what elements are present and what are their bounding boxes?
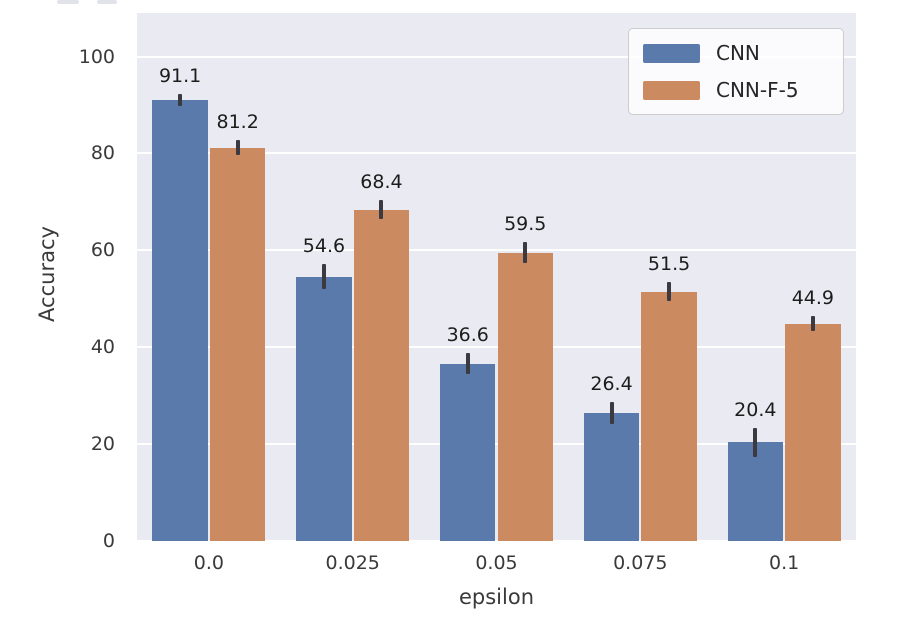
legend-swatch-cnn xyxy=(643,43,700,63)
bar-cnn-0.075 xyxy=(583,413,640,541)
error-bar-cnn-f-5-0.0 xyxy=(235,139,240,156)
bar-cnn-f-5-0.075 xyxy=(641,291,697,541)
y-tick-20: 20 xyxy=(90,433,115,456)
error-bar-cnn-f-5-0.1 xyxy=(810,316,815,331)
bar-value-label-cnn-0.05: 36.6 xyxy=(446,324,489,347)
bar-cnn-0.1 xyxy=(727,442,784,541)
bar-cnn-f-5-0.0 xyxy=(209,147,266,541)
bar-cnn-0.0 xyxy=(152,99,208,541)
error-bar-cnn-f-5-0.025 xyxy=(379,199,384,220)
legend: CNN CNN-F-5 xyxy=(628,28,844,115)
gridline-y-0 xyxy=(137,540,856,542)
x-tick-0.05: 0.05 xyxy=(475,552,518,574)
legend-label-cnn: CNN xyxy=(716,41,760,65)
gridline-y-100 xyxy=(137,55,856,58)
legend-label-cnn-f-5: CNN-F-5 xyxy=(716,78,799,102)
gridline-y-20 xyxy=(137,443,856,446)
bar-cnn-f-5-0.05 xyxy=(497,252,554,541)
x-tick-0.025: 0.025 xyxy=(325,552,380,574)
bar-value-label-cnn-0.075: 26.4 xyxy=(590,373,633,396)
bar-value-label-cnn-0.0: 91.1 xyxy=(158,64,202,87)
x-tick-0.0: 0.0 xyxy=(193,552,224,574)
legend-swatch-cnn-f-5 xyxy=(643,80,700,100)
bar-cnn-0.05 xyxy=(439,363,496,541)
bar-value-label-cnn-0.025: 54.6 xyxy=(302,235,346,258)
bar-cnn-f-5-0.025 xyxy=(353,209,410,541)
y-tick-0: 0 xyxy=(102,530,115,552)
error-bar-cnn-0.0 xyxy=(178,93,183,106)
error-bar-cnn-0.075 xyxy=(609,402,614,424)
bar-value-label-cnn-f-5-0.075: 51.5 xyxy=(647,252,691,275)
cropped-text-artifact xyxy=(97,0,117,4)
gridline-y-60 xyxy=(137,249,856,252)
x-tick-0.1: 0.1 xyxy=(768,552,800,574)
y-tick-100: 100 xyxy=(78,45,115,68)
bar-value-label-cnn-f-5-0.025: 68.4 xyxy=(360,170,403,193)
error-bar-cnn-0.025 xyxy=(321,264,326,289)
legend-item-cnn-f-5: CNN-F-5 xyxy=(643,75,829,105)
gridline-y-80 xyxy=(137,152,856,155)
error-bar-cnn-f-5-0.075 xyxy=(667,281,672,302)
x-tick-0.075: 0.075 xyxy=(613,552,668,574)
bar-value-label-cnn-0.1: 20.4 xyxy=(734,398,777,421)
gridline-y-40 xyxy=(137,346,856,349)
bar-value-label-cnn-f-5-0.05: 59.5 xyxy=(504,213,547,236)
bar-cnn-0.025 xyxy=(296,276,352,541)
y-tick-40: 40 xyxy=(90,336,115,359)
cropped-text-artifact xyxy=(57,0,79,4)
bar-cnn-f-5-0.1 xyxy=(785,323,841,541)
y-axis-label: Accuracy xyxy=(35,226,59,322)
y-tick-60: 60 xyxy=(90,239,115,262)
x-axis-label: epsilon xyxy=(458,585,535,609)
bar-value-label-cnn-f-5-0.0: 81.2 xyxy=(216,110,259,133)
y-tick-80: 80 xyxy=(90,142,115,165)
error-bar-cnn-0.05 xyxy=(465,353,470,375)
legend-item-cnn: CNN xyxy=(643,38,829,68)
error-bar-cnn-f-5-0.05 xyxy=(523,242,528,264)
error-bar-cnn-0.1 xyxy=(753,427,758,457)
bar-value-label-cnn-f-5-0.1: 44.9 xyxy=(791,287,835,310)
